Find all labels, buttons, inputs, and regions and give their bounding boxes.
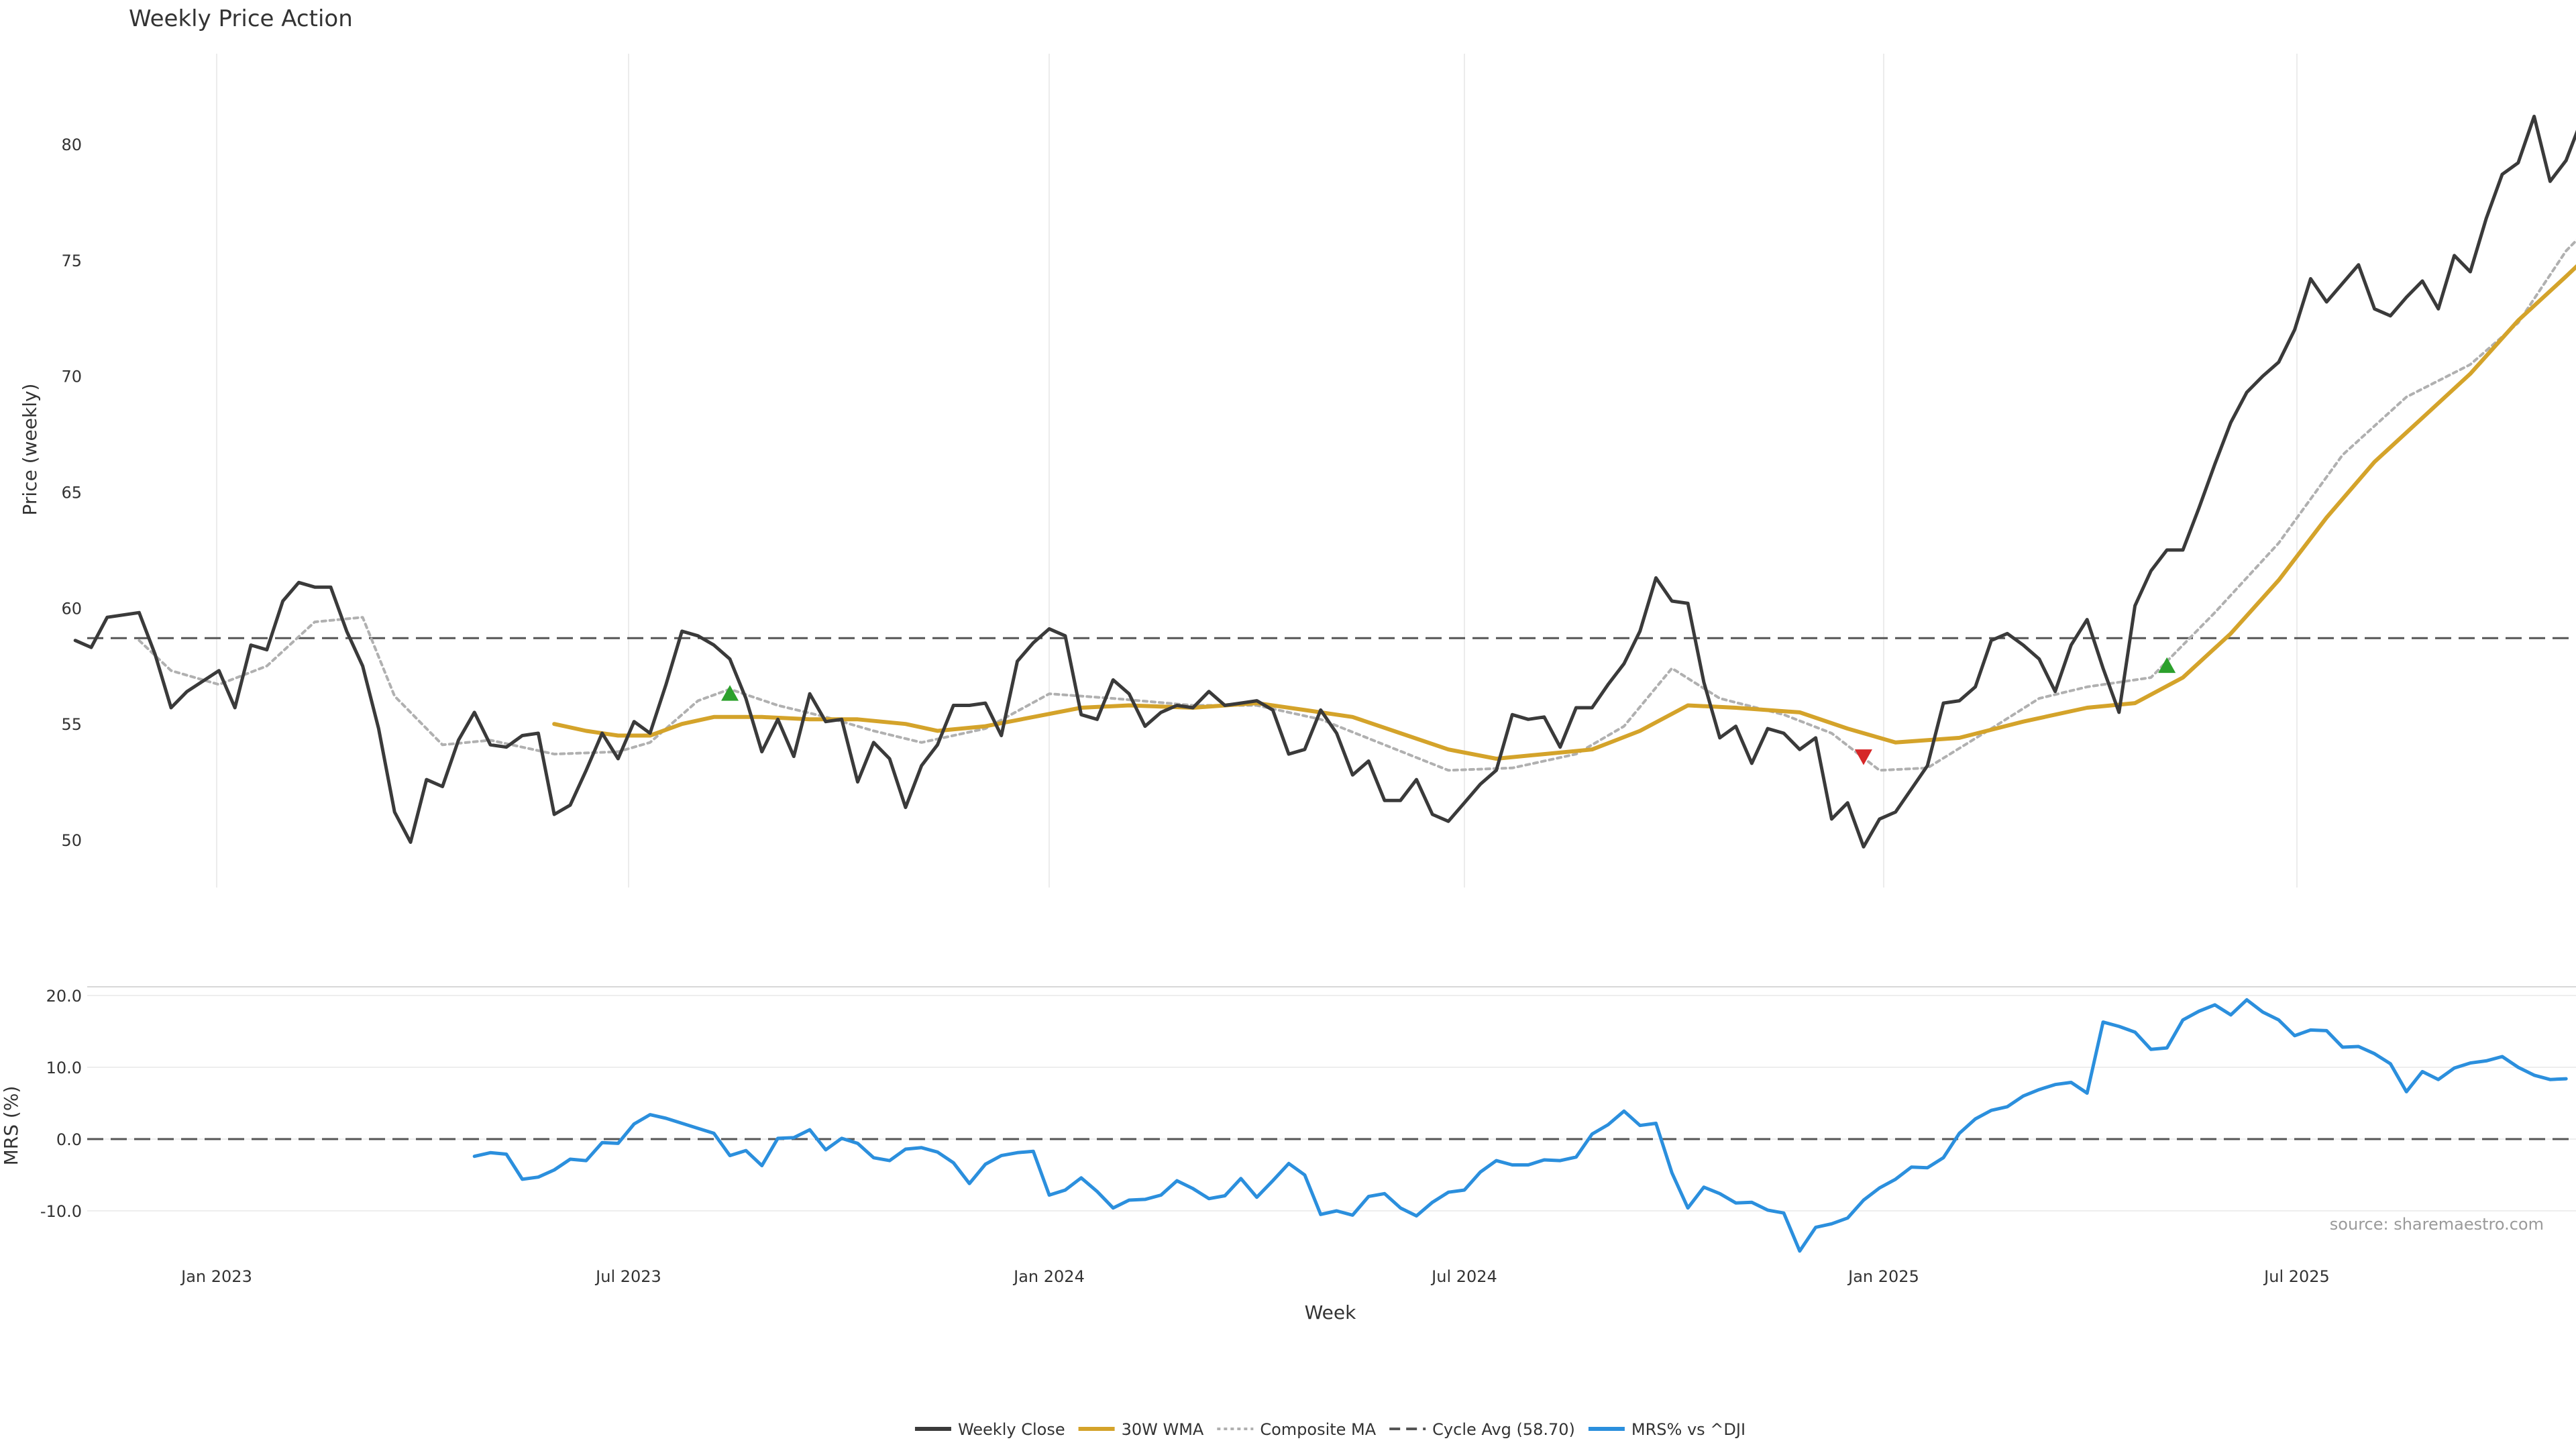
date-tick-jan-2023: Jan 2023 bbox=[180, 1267, 252, 1286]
date-tick-jul-2024: Jul 2024 bbox=[1430, 1267, 1497, 1286]
legend-label-mrs-vs-dji: MRS% vs ^DJI bbox=[1631, 1420, 1746, 1439]
date-axis-label: Week bbox=[1305, 1301, 1356, 1324]
mrs-tick-20-0: 20.0 bbox=[46, 987, 82, 1006]
signal-markers bbox=[721, 657, 2176, 765]
price-axis-ticks: 50 55 60 65 70 75 80 bbox=[61, 136, 82, 850]
mrs-axis-ticks: 20.0 10.0 0.0 -10.0 bbox=[40, 987, 82, 1221]
date-tick-jan-2024: Jan 2024 bbox=[1012, 1267, 1085, 1286]
top-panel-gridlines bbox=[216, 54, 2298, 888]
price-tick-70: 70 bbox=[61, 368, 82, 386]
legend-label-30w-wma: 30W WMA bbox=[1122, 1420, 1204, 1439]
price-tick-65: 65 bbox=[61, 484, 82, 502]
date-axis-ticks: Jan 2023 Jul 2023 Jan 2024 Jul 2024 Jan 2025… bbox=[180, 1267, 2330, 1286]
mrs-tick-0-0: 0.0 bbox=[56, 1130, 82, 1149]
series-mrs-vs-dji bbox=[472, 998, 2568, 1253]
mrs-tick-10-0: -10.0 bbox=[40, 1202, 82, 1221]
legend-label-cycle-avg-58-70: Cycle Avg (58.70) bbox=[1432, 1420, 1575, 1439]
date-tick-jan-2025: Jan 2025 bbox=[1847, 1267, 1919, 1286]
chart-legend: Weekly Close 30W WMA Composite MA Cycle Avg… bbox=[914, 1420, 1746, 1439]
series-composite-ma bbox=[138, 239, 2576, 772]
date-tick-jul-2023: Jul 2023 bbox=[594, 1267, 661, 1286]
mrs-tick-10-0: 10.0 bbox=[46, 1059, 82, 1077]
mrs-panel-series bbox=[87, 998, 2576, 1253]
legend-label-composite-ma: Composite MA bbox=[1260, 1420, 1376, 1439]
price-tick-60: 60 bbox=[61, 599, 82, 618]
price-tick-55: 55 bbox=[61, 715, 82, 734]
series-weekly-close bbox=[73, 115, 2576, 849]
price-tick-75: 75 bbox=[61, 252, 82, 270]
price-tick-80: 80 bbox=[61, 136, 82, 154]
sell-signal-marker-2 bbox=[1854, 749, 1872, 765]
price-axis-label: Price (weekly) bbox=[19, 384, 41, 516]
mrs-axis-label: MRS (%) bbox=[0, 1086, 22, 1166]
price-panel-series bbox=[73, 115, 2576, 849]
buy-signal-marker-3 bbox=[2158, 657, 2176, 674]
chart-title: Weekly Price Action bbox=[129, 5, 353, 32]
date-tick-jul-2025: Jul 2025 bbox=[2263, 1267, 2330, 1286]
source-annotation: source: sharemaestro.com bbox=[2330, 1215, 2544, 1234]
legend-label-weekly-close: Weekly Close bbox=[958, 1420, 1065, 1439]
price-tick-50: 50 bbox=[61, 831, 82, 850]
buy-signal-marker-1 bbox=[721, 685, 739, 701]
series-30w-wma bbox=[552, 264, 2576, 761]
